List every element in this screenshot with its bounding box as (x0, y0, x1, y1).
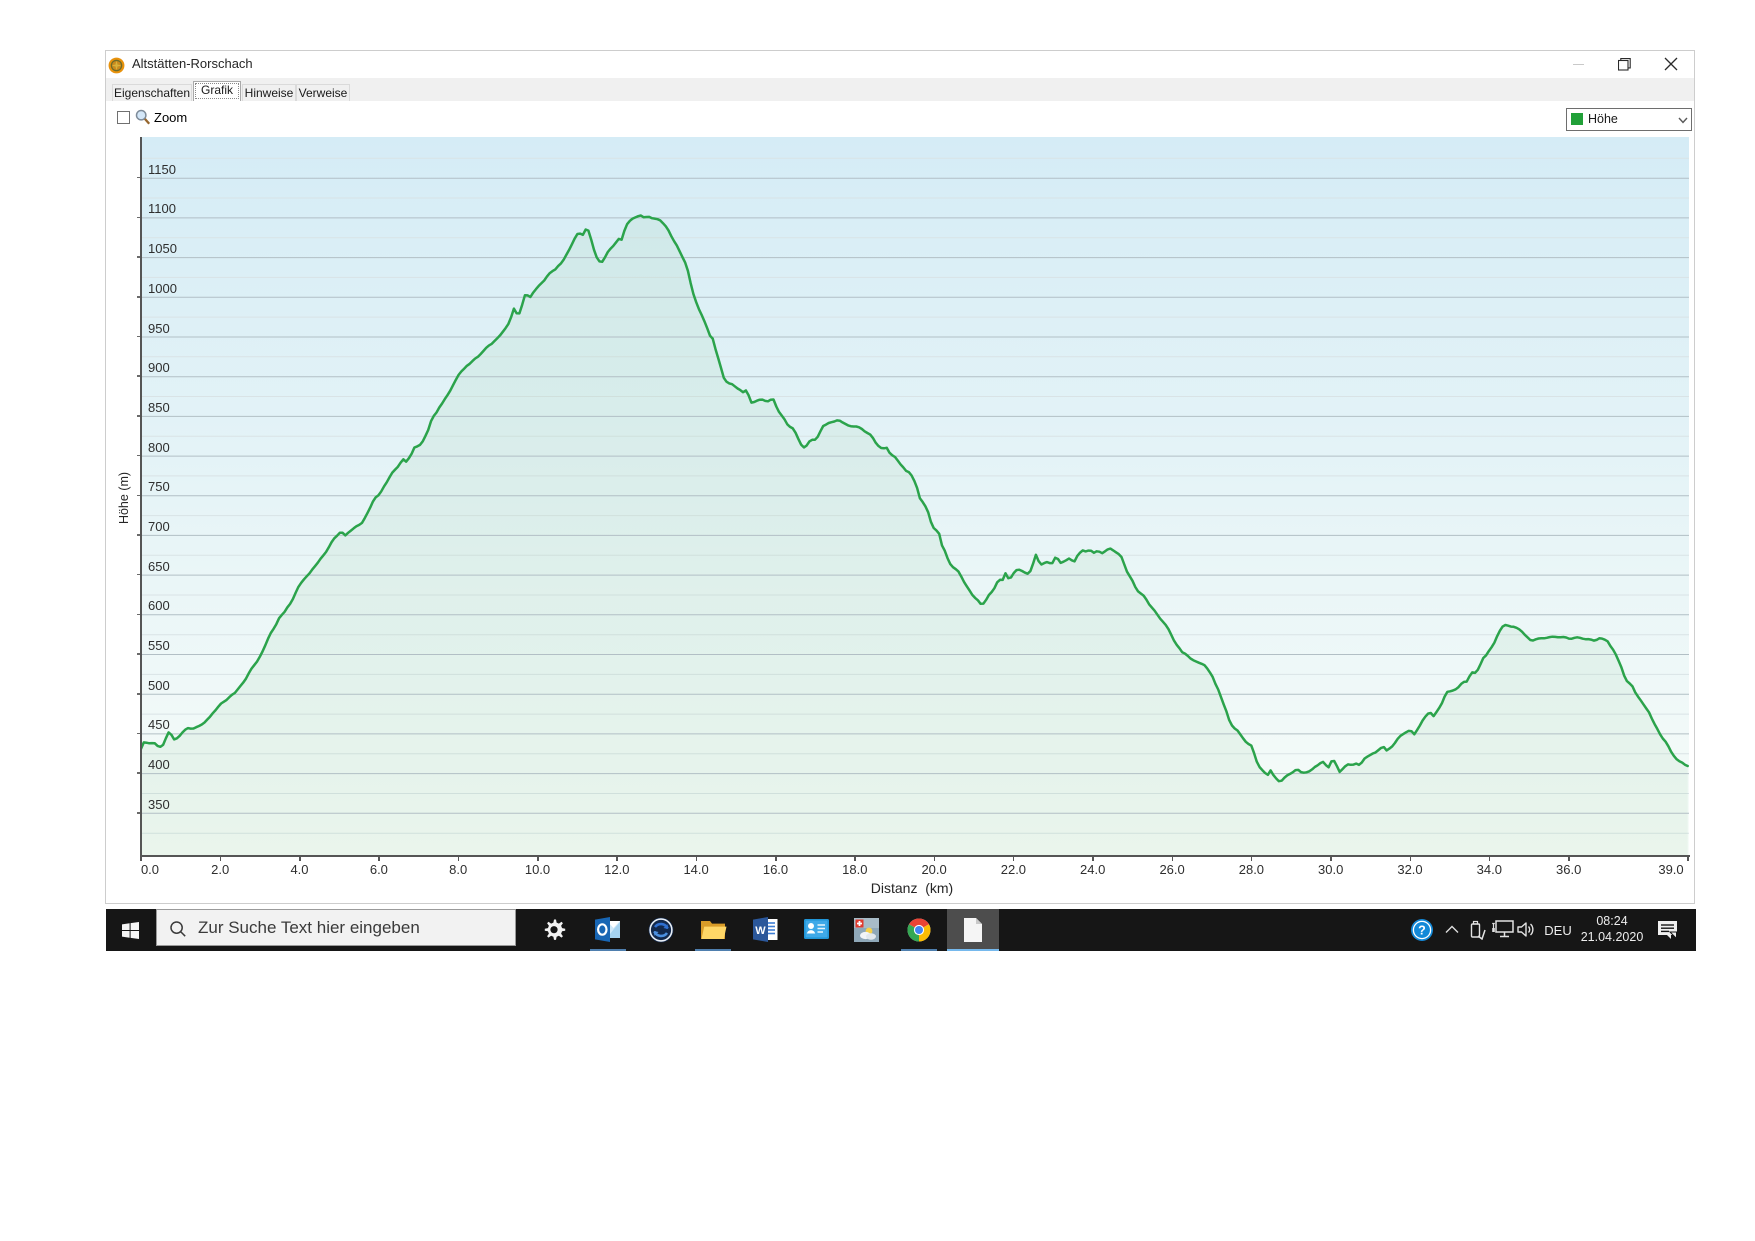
svg-text:?: ? (1418, 924, 1426, 938)
svg-text:08:24: 08:24 (1596, 914, 1627, 928)
svg-text:DEU: DEU (1544, 923, 1571, 938)
svg-text:21.04.2020: 21.04.2020 (1581, 930, 1644, 944)
svg-text:W: W (755, 925, 766, 937)
